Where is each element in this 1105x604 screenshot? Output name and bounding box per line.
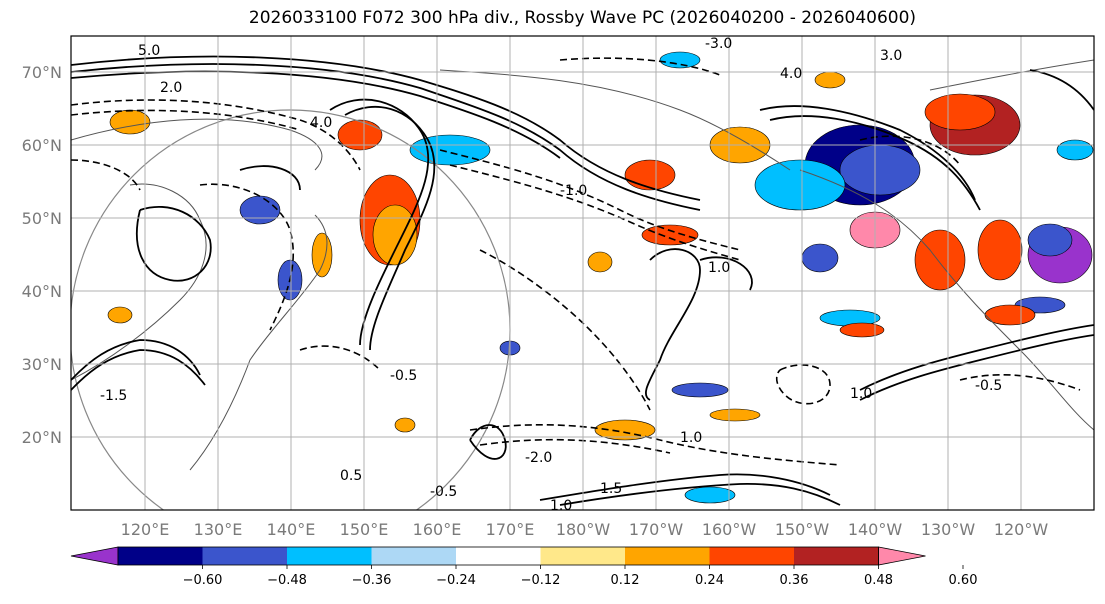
- contour-label: 3.0: [880, 48, 902, 64]
- colorbar-segment: [540, 547, 625, 565]
- solid-contours: [71, 55, 1094, 506]
- contour-label: 0.5: [340, 468, 362, 484]
- contour-label: -1.0: [560, 183, 587, 199]
- colorbar-segment: [456, 547, 541, 565]
- contour-label: 4.0: [780, 66, 802, 82]
- colorbar-segment: [202, 547, 287, 565]
- contour-label: -1.5: [100, 388, 127, 404]
- colorbar-tick-label: 0.48: [864, 573, 893, 588]
- colorbar-segment: [371, 547, 456, 565]
- contour-label: 1.0: [850, 386, 872, 402]
- lon-label: 180°W: [556, 520, 611, 539]
- contour-label: 5.0: [138, 43, 160, 59]
- contour-label: 1.0: [680, 430, 702, 446]
- map-title: 2026033100 F072 300 hPa div., Rossby Wav…: [248, 8, 917, 28]
- contour-label: 1.0: [708, 260, 730, 276]
- colorbar-tick-label: 0.24: [695, 573, 724, 588]
- lon-label: 150°E: [340, 520, 389, 539]
- colorbar-outline: [117, 546, 879, 566]
- lon-label: 130°E: [194, 520, 243, 539]
- contour-label: 2.0: [160, 80, 182, 96]
- lon-label: 140°E: [267, 520, 316, 539]
- contour-label: 1.5: [600, 481, 622, 497]
- contour-label: 4.0: [310, 115, 332, 131]
- lon-label: 170°W: [629, 520, 684, 539]
- colorbar-tick-label: 0.12: [611, 573, 640, 588]
- map-frame: [70, 35, 1095, 511]
- contour-labels: 4.0 2.0 1.0 -0.5 -1.0 0.5 1.5 -2.0 3.0 -…: [100, 36, 1002, 514]
- lat-label: 40°N: [22, 282, 62, 301]
- lon-label: 120°E: [121, 520, 170, 539]
- contour-label: -0.5: [430, 484, 457, 500]
- contour-label: -2.0: [525, 450, 552, 466]
- colorbar-tick-label: 0.60: [949, 573, 978, 588]
- longitude-labels: 120°E 130°E 140°E 150°E 160°E 170°E 180°…: [121, 520, 1049, 539]
- lon-label: 120°W: [994, 520, 1049, 539]
- contour-label: -0.5: [390, 368, 417, 384]
- colorbar-tick-label: −0.48: [267, 573, 307, 588]
- colorbar-segment: [794, 547, 879, 565]
- contour-label: 1.0: [550, 498, 572, 514]
- colorbar-extend-low: [70, 546, 119, 566]
- contour-label: -3.0: [705, 36, 732, 52]
- lat-label: 30°N: [22, 355, 62, 374]
- colorbar-tick-label: −0.36: [352, 573, 392, 588]
- colorbar-extend-high: [878, 546, 926, 566]
- colorbar-segment: [709, 547, 794, 565]
- colorbar: −0.60 −0.48 −0.36 −0.24 −0.12 0.12 0.24 0.36 0.4…: [70, 546, 978, 588]
- colorbar-tick-label: 0.36: [780, 573, 809, 588]
- colorbar-segment: [118, 547, 203, 565]
- colorbar-segment: [287, 547, 372, 565]
- lon-label: 160°E: [413, 520, 462, 539]
- lon-label: 160°W: [702, 520, 757, 539]
- lat-label: 20°N: [22, 428, 62, 447]
- lat-label: 70°N: [22, 63, 62, 82]
- lon-label: 170°E: [486, 520, 535, 539]
- graticule: [71, 36, 1094, 510]
- lat-label: 60°N: [22, 136, 62, 155]
- contour-label: -0.5: [975, 378, 1002, 394]
- latitude-labels: 70°N 60°N 50°N 40°N 30°N 20°N: [22, 63, 62, 447]
- colorbar-tick-label: −0.12: [521, 573, 561, 588]
- colorbar-segment: [625, 547, 710, 565]
- coastlines: [71, 59, 1094, 471]
- colorbar-tick-label: −0.60: [183, 573, 223, 588]
- lon-label: 150°W: [775, 520, 830, 539]
- colorbar-tick-label: −0.24: [436, 573, 476, 588]
- lon-label: 130°W: [921, 520, 976, 539]
- dashed-contours: [71, 57, 1081, 466]
- lat-label: 50°N: [22, 209, 62, 228]
- lon-label: 140°W: [848, 520, 903, 539]
